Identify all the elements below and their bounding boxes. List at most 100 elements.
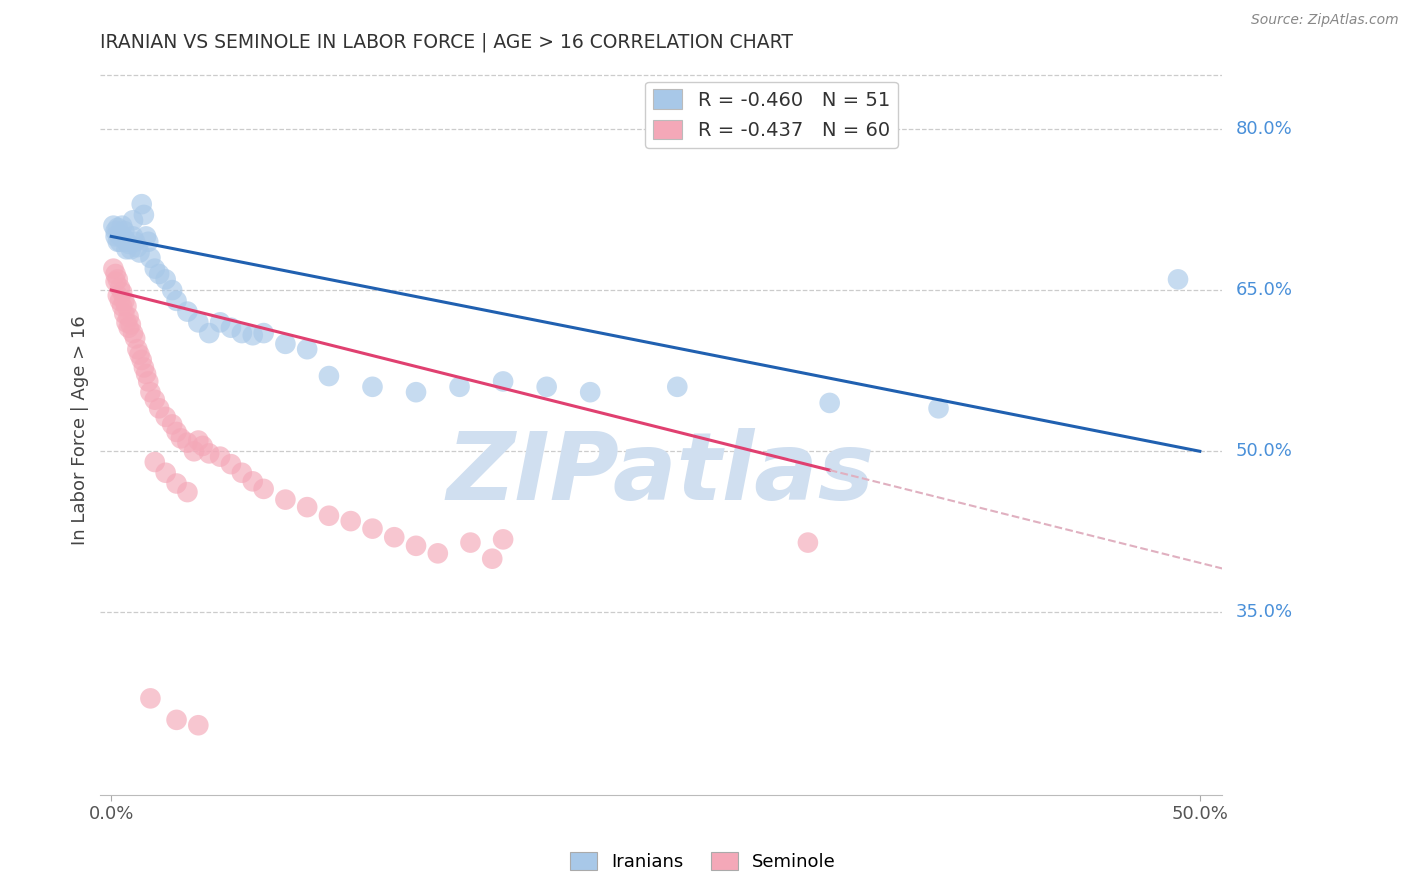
Point: [536, 380, 558, 394]
Point: [242, 328, 264, 343]
Point: [176, 304, 198, 318]
Legend: Iranians, Seminole: Iranians, Seminole: [562, 845, 844, 879]
Point: [295, 500, 318, 515]
Point: [122, 326, 145, 340]
Legend: R = -0.460   N = 51, R = -0.437   N = 60: R = -0.460 N = 51, R = -0.437 N = 60: [645, 81, 898, 148]
Point: [1167, 272, 1189, 286]
Point: [449, 380, 471, 394]
Point: [111, 285, 134, 300]
Point: [107, 220, 129, 235]
Point: [295, 342, 318, 356]
Point: [492, 375, 515, 389]
Text: 65.0%: 65.0%: [1236, 281, 1292, 299]
Text: 50.0%: 50.0%: [1236, 442, 1292, 460]
Point: [132, 208, 155, 222]
Point: [132, 360, 155, 375]
Point: [219, 457, 242, 471]
Point: [111, 219, 134, 233]
Point: [183, 444, 205, 458]
Point: [108, 281, 131, 295]
Point: [170, 431, 193, 445]
Point: [111, 299, 134, 313]
Point: [135, 229, 157, 244]
Point: [107, 235, 129, 249]
Point: [104, 267, 127, 281]
Point: [120, 318, 142, 332]
Point: [148, 267, 170, 281]
Point: [136, 375, 159, 389]
Point: [107, 288, 129, 302]
Point: [135, 367, 157, 381]
Point: [118, 236, 141, 251]
Point: [492, 533, 515, 547]
Point: [209, 450, 232, 464]
Point: [120, 242, 142, 256]
Text: 80.0%: 80.0%: [1236, 120, 1292, 138]
Point: [187, 315, 209, 329]
Point: [166, 293, 188, 308]
Point: [209, 315, 232, 329]
Point: [176, 485, 198, 500]
Point: [104, 229, 127, 244]
Point: [128, 348, 150, 362]
Point: [118, 320, 141, 334]
Point: [253, 326, 276, 340]
Point: [122, 229, 145, 244]
Point: [115, 242, 138, 256]
Point: [797, 535, 820, 549]
Point: [666, 380, 689, 394]
Point: [155, 272, 177, 286]
Point: [118, 310, 141, 324]
Point: [115, 235, 138, 249]
Point: [405, 385, 427, 400]
Point: [253, 482, 276, 496]
Point: [115, 299, 138, 313]
Point: [143, 261, 166, 276]
Point: [318, 508, 340, 523]
Point: [198, 446, 221, 460]
Text: ZIPatlas: ZIPatlas: [447, 427, 875, 520]
Point: [143, 392, 166, 407]
Point: [139, 691, 162, 706]
Point: [481, 551, 503, 566]
Point: [139, 251, 162, 265]
Point: [108, 229, 131, 244]
Point: [818, 396, 841, 410]
Point: [107, 272, 129, 286]
Point: [127, 342, 149, 356]
Point: [112, 293, 135, 308]
Point: [139, 385, 162, 400]
Point: [231, 326, 253, 340]
Point: [231, 466, 253, 480]
Point: [103, 219, 125, 233]
Point: [148, 401, 170, 416]
Point: [122, 213, 145, 227]
Point: [160, 283, 183, 297]
Point: [191, 439, 214, 453]
Point: [160, 417, 183, 432]
Text: IRANIAN VS SEMINOLE IN LABOR FORCE | AGE > 16 CORRELATION CHART: IRANIAN VS SEMINOLE IN LABOR FORCE | AGE…: [100, 33, 793, 53]
Point: [198, 326, 221, 340]
Point: [382, 530, 405, 544]
Point: [136, 235, 159, 249]
Point: [318, 369, 340, 384]
Point: [426, 546, 449, 560]
Point: [219, 320, 242, 334]
Point: [187, 718, 209, 732]
Point: [124, 331, 146, 345]
Point: [115, 315, 138, 329]
Point: [131, 197, 153, 211]
Point: [108, 235, 131, 249]
Point: [166, 476, 188, 491]
Point: [112, 231, 135, 245]
Point: [928, 401, 950, 416]
Point: [128, 245, 150, 260]
Point: [405, 539, 427, 553]
Text: Source: ZipAtlas.com: Source: ZipAtlas.com: [1251, 13, 1399, 28]
Point: [274, 336, 297, 351]
Point: [131, 353, 153, 368]
Point: [460, 535, 482, 549]
Text: 35.0%: 35.0%: [1236, 603, 1292, 622]
Point: [187, 434, 209, 448]
Point: [127, 240, 149, 254]
